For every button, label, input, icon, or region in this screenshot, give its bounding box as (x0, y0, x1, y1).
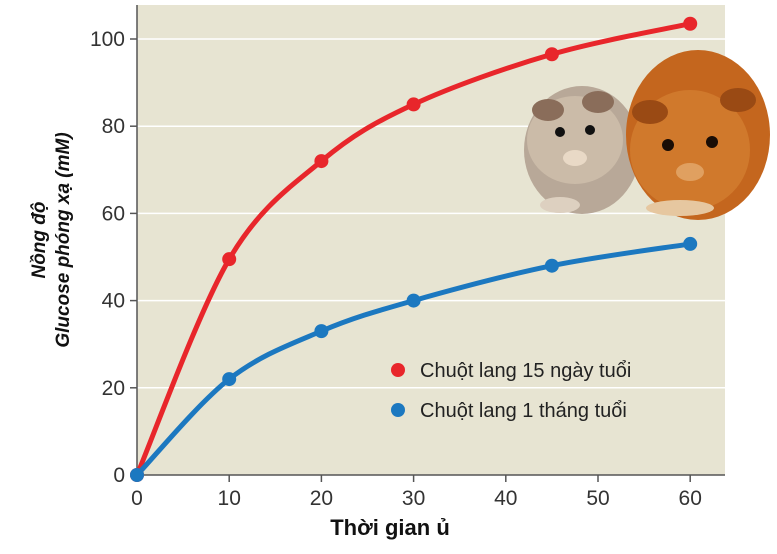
data-point-s1-1 (222, 372, 237, 387)
gridlines (137, 38, 728, 389)
data-point-s1-2 (314, 324, 329, 339)
legend-marker-15-days (391, 363, 405, 377)
x-tick-label-10: 10 (218, 487, 241, 510)
series-line-0 (134, 21, 693, 478)
legend: Chuột lang 15 ngày tuổi Chuột lang 1 thá… (391, 360, 631, 422)
y-ticks: 0 20 40 60 80 100 (90, 28, 137, 487)
plot-background (137, 5, 725, 475)
y-axis-label-line2: Glucose phóng xạ (mM) (53, 132, 74, 347)
x-tick-label-20: 20 (310, 487, 333, 510)
series-line-1 (134, 241, 693, 478)
y-tick-label-80: 80 (102, 115, 125, 138)
axes (136, 5, 725, 476)
x-tick-label-40: 40 (494, 487, 517, 510)
series-lines (134, 21, 693, 478)
data-point-s1-0 (130, 468, 144, 482)
x-tick-label-50: 50 (586, 487, 609, 510)
series-points (130, 16, 698, 482)
y-tick-label-100: 100 (90, 28, 125, 51)
x-ticks: 0 10 20 30 40 50 60 (131, 475, 702, 510)
data-point-s0-5 (683, 16, 698, 31)
legend-label-1-month: Chuột lang 1 tháng tuổi (420, 400, 627, 422)
y-axis-label-line1: Nồng độ (29, 201, 50, 278)
y-tick-label-60: 60 (102, 202, 125, 225)
y-tick-label-40: 40 (102, 290, 125, 313)
legend-marker-1-month (391, 403, 405, 417)
legend-label-15-days: Chuột lang 15 ngày tuổi (420, 360, 631, 382)
data-point-s0-2 (314, 154, 329, 169)
x-tick-label-60: 60 (679, 487, 702, 510)
guinea-pig-photo (524, 50, 770, 220)
y-tick-label-20: 20 (102, 377, 125, 400)
data-point-s0-1 (222, 252, 237, 267)
x-tick-label-30: 30 (402, 487, 425, 510)
data-point-s1-5 (683, 236, 698, 251)
data-point-s0-3 (406, 97, 421, 112)
data-point-s1-3 (406, 293, 421, 308)
data-point-s1-4 (544, 258, 559, 273)
x-tick-label-0: 0 (131, 487, 143, 510)
y-tick-label-0: 0 (113, 464, 125, 487)
x-axis-label: Thời gian ủ (330, 515, 450, 540)
data-point-s0-4 (544, 47, 559, 62)
